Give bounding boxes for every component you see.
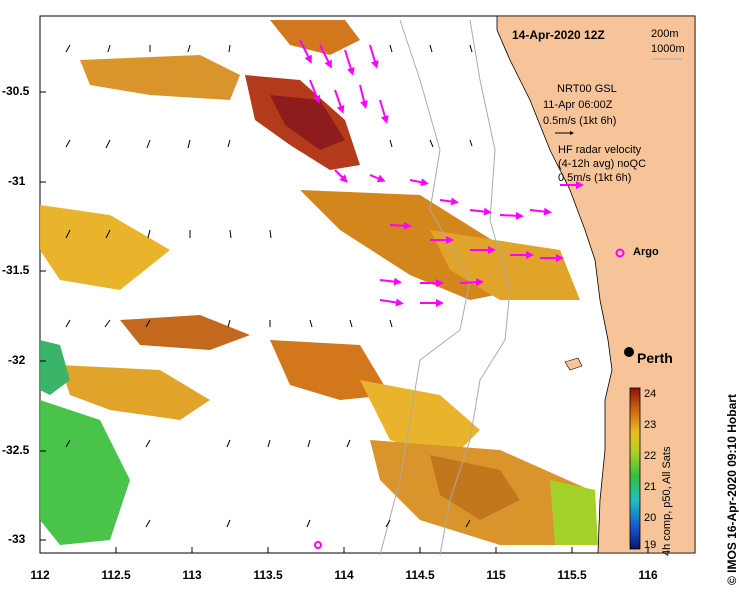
colorbar	[629, 387, 641, 550]
lon-tick: 112.5	[101, 568, 131, 582]
gsl-legend-line2: 11-Apr 06:00Z	[543, 99, 613, 111]
lon-tick: 114.5	[405, 568, 435, 582]
perth-marker	[624, 347, 634, 357]
depth-legend-1000m: 1000m	[651, 43, 685, 55]
lon-tick: 116	[638, 568, 658, 582]
lat-tick: -31	[8, 174, 26, 188]
land-mass	[496, 15, 696, 554]
axis-ticks	[39, 91, 649, 553]
gsl-legend-line1: NRT00 GSL	[557, 83, 617, 95]
colorbar-tick: 23	[644, 419, 657, 431]
colorbar-tick: 24	[644, 388, 657, 400]
lat-tick: -30.5	[2, 84, 30, 98]
lon-tick: 115	[486, 568, 506, 582]
lat-tick: -32.5	[2, 443, 30, 457]
lon-tick: 113.5	[253, 568, 283, 582]
credit-text: © IMOS 16-Apr-2020 09:10 Hobart	[725, 394, 739, 585]
argo-marker	[615, 248, 625, 258]
gsl-legend-line3: 0.5m/s (1kt 6h)	[543, 115, 617, 127]
lon-tick: 113	[182, 568, 202, 582]
map-title: 14-Apr-2020 12Z	[512, 28, 605, 42]
gsl-arrows	[65, 44, 473, 528]
perth-label: Perth	[637, 350, 673, 366]
depth-legend-200m: 200m	[651, 28, 679, 40]
hf-radar-arrows	[299, 39, 564, 307]
depth-contours	[379, 19, 511, 556]
lat-tick: -33	[8, 532, 26, 546]
argo-label: Argo	[633, 246, 659, 258]
argo-marker-2	[314, 541, 322, 549]
colorbar-tick: 22	[644, 450, 657, 462]
rottnest-island	[564, 357, 583, 371]
lat-tick: -32	[8, 353, 26, 367]
colorbar-caption: 4h comp, p50, All Sats	[661, 446, 673, 556]
colorbar-tick: 20	[644, 512, 657, 524]
colorbar-tick: 21	[644, 481, 657, 493]
hf-legend-line1: HF radar velocity	[558, 144, 642, 156]
lon-tick: 112	[30, 568, 50, 582]
sst-field	[40, 20, 598, 545]
hf-legend-line3: 0.5m/s (1kt 6h)	[558, 172, 632, 184]
hf-legend-line2: (4-12h avg) noQC	[558, 158, 647, 170]
lon-tick: 115.5	[557, 568, 587, 582]
colorbar-tick: 19	[644, 539, 657, 551]
lon-tick: 114	[334, 568, 354, 582]
lat-tick: -31.5	[2, 263, 30, 277]
